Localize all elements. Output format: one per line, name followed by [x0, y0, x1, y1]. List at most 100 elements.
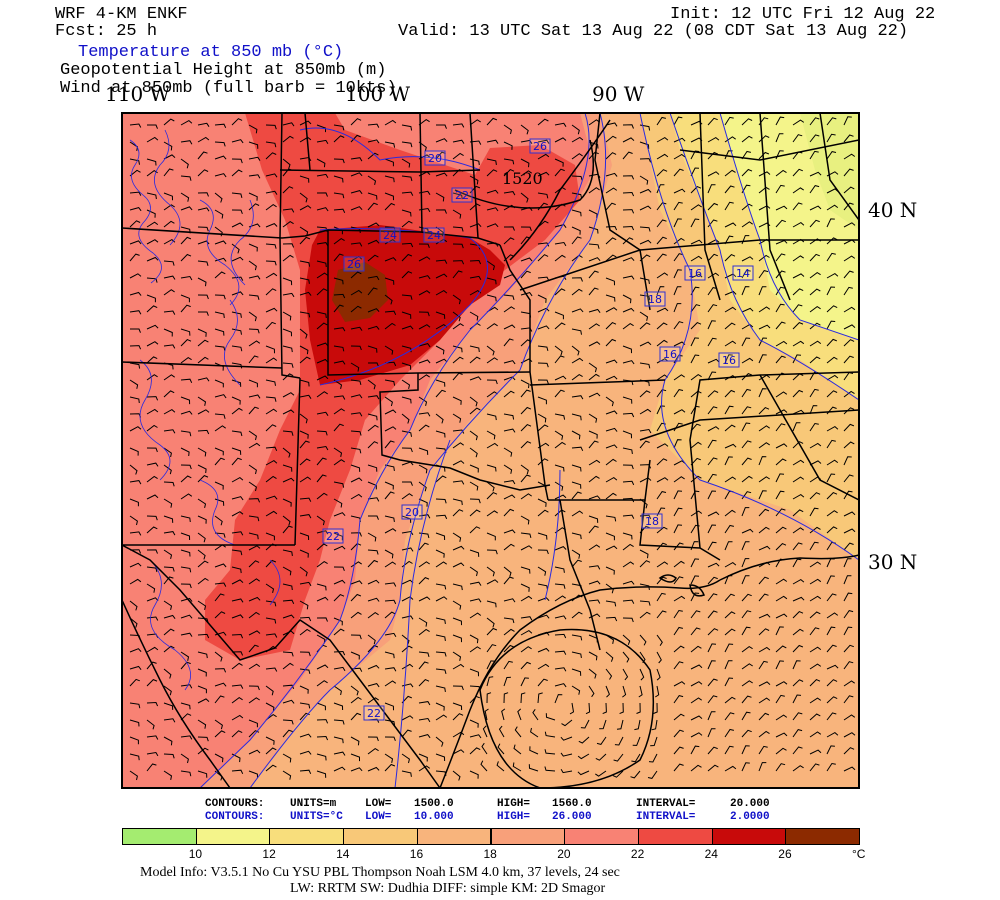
wind-barb [503, 447, 513, 457]
wind-barb [554, 224, 567, 229]
wind-barb [809, 442, 822, 449]
wind-barb [316, 719, 329, 724]
wind-barb [498, 725, 505, 738]
wind-barb [775, 458, 787, 466]
wind-barb [418, 701, 431, 706]
wind-barb [517, 708, 522, 721]
wind-barb [435, 475, 447, 483]
wind-barb [653, 702, 658, 714]
wind-barb [826, 204, 839, 211]
lon-label-100w: 100 W [345, 82, 411, 106]
wind-barb [585, 702, 591, 715]
wind-barb [656, 307, 669, 313]
wind-barb [146, 597, 159, 602]
wind-barb [316, 457, 327, 466]
wind-barb [180, 253, 192, 262]
wind-barb [452, 294, 461, 305]
wind-barb [214, 730, 226, 738]
wind-barb [367, 683, 380, 688]
wind-barb [673, 237, 685, 245]
wind-barb [707, 117, 718, 126]
wind-barb [129, 736, 139, 745]
wind-barb [638, 685, 643, 698]
wind-barb [316, 492, 328, 500]
wind-barb [571, 209, 582, 217]
wind-barb [129, 480, 142, 485]
wind-barb [231, 662, 243, 670]
wind-barb [129, 362, 141, 369]
wind-barb [520, 629, 533, 636]
wind-barb [333, 702, 344, 711]
wind-barb [469, 598, 482, 603]
wind-barb [656, 405, 665, 415]
wind-barb [639, 440, 650, 449]
wind-barb [503, 158, 515, 165]
wind-barb [639, 141, 650, 149]
wind-barb [401, 413, 410, 424]
wind-barb [163, 168, 174, 177]
wind-barb [282, 447, 291, 458]
wind-barb [724, 643, 734, 653]
wind-barb [469, 634, 479, 644]
wind-barb [690, 204, 702, 211]
wind-barb [826, 133, 836, 143]
wind-barb [673, 354, 683, 364]
field-temperature: Temperature at 850 mb (°C) [78, 43, 344, 62]
wind-barb [197, 633, 210, 639]
wind-barb [619, 702, 624, 715]
wind-barb [282, 430, 294, 436]
wind-barb [197, 685, 207, 694]
wind-barb [520, 358, 533, 364]
wind-barb [503, 464, 513, 474]
wind-barb [333, 532, 343, 541]
wind-barb [401, 209, 412, 217]
wind-barb [435, 430, 446, 438]
wind-barb [605, 616, 618, 622]
wind-barb [622, 543, 634, 551]
wind-barb [163, 685, 172, 696]
wind-barb [333, 192, 345, 199]
wind-barb [792, 304, 803, 313]
wind-barb [775, 694, 785, 704]
wind-barb [537, 458, 549, 466]
wind-barb [214, 651, 223, 662]
wind-barb [265, 667, 278, 672]
wind-barb [316, 375, 329, 381]
wind-barb [333, 579, 346, 585]
wind-barb [792, 322, 804, 330]
wind-barb [316, 173, 329, 179]
wind-barb [367, 275, 380, 281]
wind-barb [435, 358, 448, 364]
init-time: Init: 12 UTC Fri 12 Aug 22 [670, 5, 936, 24]
wind-barb [792, 288, 804, 296]
wind-barb [639, 205, 652, 211]
wind-barb [384, 294, 393, 305]
wind-barb [605, 458, 617, 466]
wind-barb [214, 141, 226, 147]
wind-barb [452, 532, 462, 542]
wind-barb [282, 753, 292, 763]
wind-barb [724, 405, 734, 415]
wind-barb [129, 169, 141, 177]
wind-barb [554, 375, 567, 381]
wind-barb [146, 616, 159, 621]
wind-barb [435, 192, 445, 202]
wind-barb [656, 253, 667, 262]
wind-barb [231, 511, 244, 517]
wind-barb [418, 424, 430, 432]
wind-barb [163, 374, 175, 381]
wind-barb [129, 562, 142, 568]
wind-barb [639, 294, 651, 301]
wind-barb [129, 617, 138, 628]
wind-barb [333, 751, 346, 756]
wind-barb [316, 411, 329, 416]
wind-barb [588, 413, 598, 423]
wind-barb [299, 532, 310, 541]
colorbar-segment [711, 828, 787, 845]
wind-barb [622, 412, 635, 418]
wind-barb [843, 575, 852, 585]
wind-barb [520, 424, 532, 432]
wind-barb [316, 617, 328, 622]
wind-barb [129, 253, 140, 262]
wind-barb [180, 356, 192, 364]
